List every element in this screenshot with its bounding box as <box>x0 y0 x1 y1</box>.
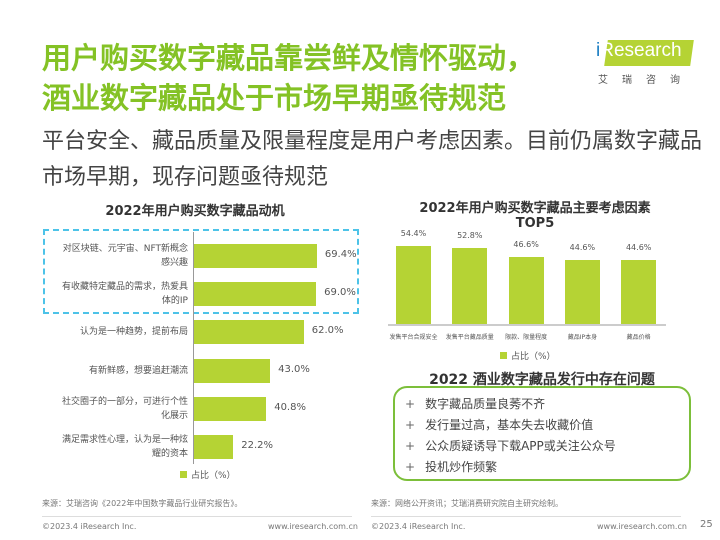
category-label: 认为是一种趋势，提前布局 <box>79 327 188 338</box>
url-right[interactable]: www.iresearch.com.cn <box>597 522 687 531</box>
bar <box>194 282 317 307</box>
data-label: 22.2% <box>241 440 274 451</box>
category-label: 社交圈子的一部分，可进行个性化展示 <box>61 396 188 421</box>
right-chart-title-line2: TOP5 <box>515 216 555 231</box>
bar <box>621 260 657 324</box>
logo-cn-text: 艾瑞咨询 <box>598 75 694 86</box>
category-label: 发售平台藏品质量 <box>445 334 494 341</box>
category-label: 有收藏特定藏品的需求，热爱具体的IP <box>61 282 188 307</box>
iresearch-logo: iResearch 艾瑞咨询 <box>596 40 694 86</box>
subtitle: 平台安全、藏品质量及限量程度是用户考虑因素。目前仍属数字藏品市场早期，现存问题亟… <box>42 129 703 190</box>
issue-item: + 投机炒作频繁 <box>405 457 679 478</box>
issues-box: + 数字藏品质量良莠不齐 + 发行量过高，基本失去收藏价值 + 公众质疑诱导下载APP或关… <box>393 386 691 481</box>
issue-text: 投机炒作频繁 <box>425 460 498 474</box>
left-axis <box>193 232 194 464</box>
page-number: 25 <box>700 519 713 530</box>
page-title: 用户购买数字藏品靠尝鲜及情怀驱动， 酒业数字藏品处于市场早期亟待规范 <box>42 38 535 118</box>
data-label: 43.0% <box>278 363 310 375</box>
issue-text: 公众质疑诱导下载APP或关注公众号 <box>425 439 616 453</box>
bar <box>564 260 600 324</box>
copyright-right: ©2023.4 iResearch Inc. <box>371 522 466 531</box>
plus-icon: + <box>405 439 416 453</box>
bar <box>194 435 234 459</box>
bar <box>194 396 267 421</box>
title-line-2: 酒业数字藏品处于市场早期亟待规范 <box>42 81 507 115</box>
plus-icon: + <box>405 418 416 432</box>
issue-item: + 发行量过高，基本失去收藏价值 <box>405 415 679 436</box>
category-label: 藏品IP本身 <box>567 334 598 341</box>
bar <box>194 244 317 268</box>
right-legend: 占比（%） <box>500 349 556 362</box>
legend-label: 占比（%） <box>511 352 556 362</box>
right-axis <box>388 324 666 326</box>
source-left: 来源：艾瑞咨询《2022年中国数字藏品行业研究报告》。 <box>42 499 243 508</box>
data-label: 52.8% <box>457 231 483 241</box>
bar <box>396 246 431 324</box>
copyright-left: ©2023.4 iResearch Inc. <box>42 522 137 531</box>
title-line-1: 用户购买数字藏品靠尝鲜及情怀驱动， <box>42 41 536 75</box>
category-label: 发售平台合规安全 <box>389 334 438 341</box>
data-label: 44.6% <box>625 243 652 253</box>
data-label: 62.0% <box>311 325 344 337</box>
data-label: 69.0% <box>324 287 356 299</box>
bar <box>452 248 488 324</box>
category-label: 限款、限量程度 <box>505 334 548 341</box>
category-label: 对区块链、元宇宙、NFT新概念感兴趣 <box>62 244 188 268</box>
issue-item: + 公众质疑诱导下载APP或关注公众号 <box>405 436 679 457</box>
bar <box>508 257 544 324</box>
issues-title: 2022 酒业数字藏品发行中存在问题 <box>429 372 655 388</box>
plus-icon: + <box>405 397 416 411</box>
data-label: 44.6% <box>569 243 596 253</box>
category-label: 有新鲜感，想要追赶潮流 <box>88 365 188 376</box>
plus-icon: + <box>405 460 416 474</box>
legend-swatch <box>500 352 507 359</box>
left-chart-title: 2022年用户购买数字藏品动机 <box>105 204 285 219</box>
issue-text: 数字藏品质量良莠不齐 <box>425 397 546 411</box>
right-chart-title: 2022年用户购买数字藏品主要考虑因素 TOP5 <box>385 201 685 231</box>
data-label: 69.4% <box>324 249 357 260</box>
data-label: 40.8% <box>274 401 306 413</box>
bar <box>194 358 271 383</box>
bar <box>194 320 304 345</box>
issue-text: 发行量过高，基本失去收藏价值 <box>425 418 594 432</box>
category-label: 满足需求性心理，认为是一种炫耀的资本 <box>61 435 188 459</box>
legend-swatch <box>180 471 187 478</box>
source-right: 来源：网络公开资讯；艾瑞消费研究院自主研究绘制。 <box>371 499 563 508</box>
issue-item: + 数字藏品质量良莠不齐 <box>405 394 679 415</box>
right-chart-title-line1: 2022年用户购买数字藏品主要考虑因素 <box>419 201 651 216</box>
data-label: 54.4% <box>400 229 427 239</box>
left-legend: 占比（%） <box>180 468 236 481</box>
legend-label: 占比（%） <box>191 471 236 481</box>
category-label: 藏品价格 <box>626 334 651 341</box>
url-left[interactable]: www.iresearch.com.cn <box>268 522 358 531</box>
highlight-box <box>43 229 359 314</box>
data-label: 46.6% <box>513 240 539 250</box>
